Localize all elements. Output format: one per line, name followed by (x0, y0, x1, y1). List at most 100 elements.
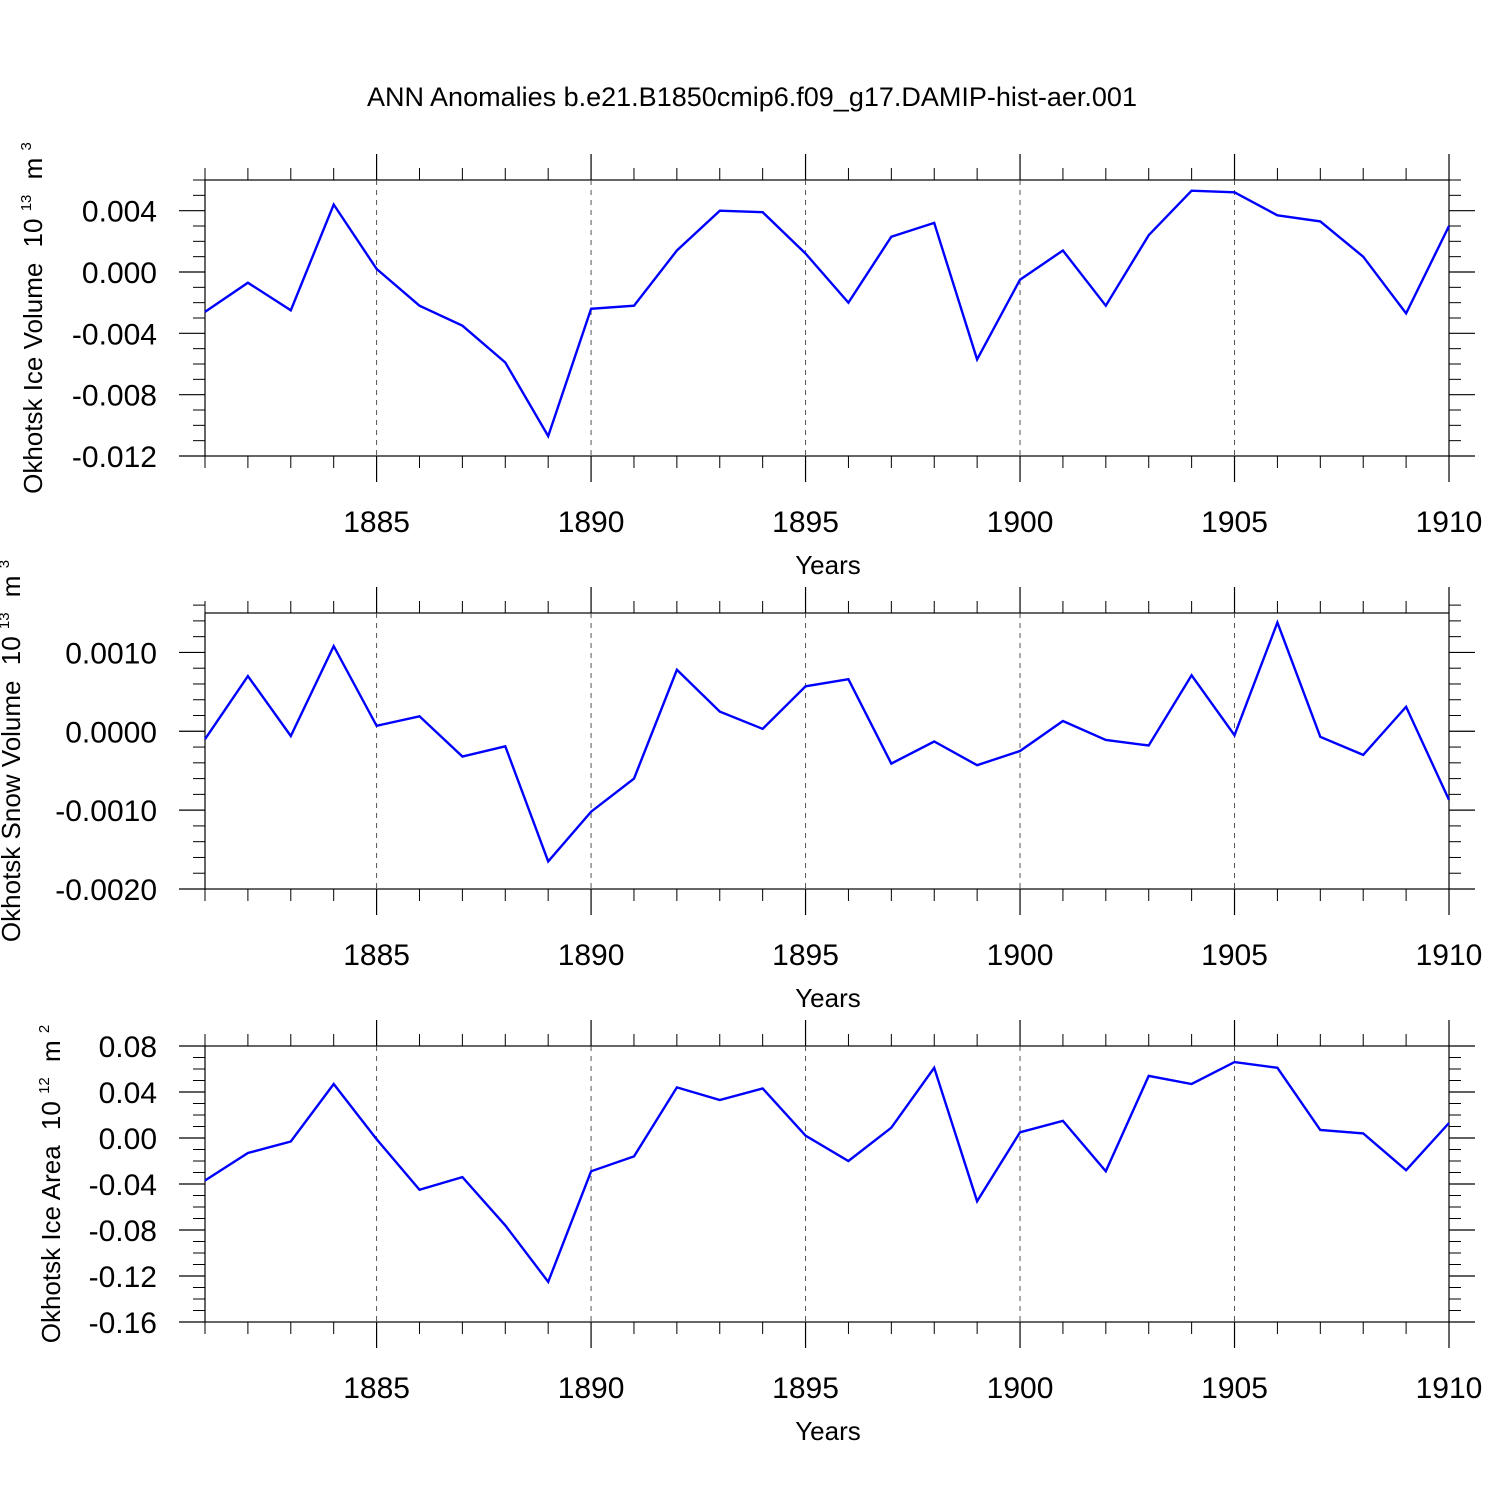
y-tick-label: -0.08 (89, 1215, 157, 1248)
data-point (932, 1065, 937, 1070)
data-point (1275, 620, 1280, 625)
data-point (1361, 1131, 1366, 1136)
data-point (1232, 1060, 1237, 1065)
data-point (846, 300, 851, 305)
data-point (503, 1223, 508, 1228)
y-tick-label: -0.0020 (55, 874, 157, 907)
data-point (1275, 213, 1280, 218)
x-tick-label: 1895 (772, 939, 839, 972)
panel-ice-volume: 1885 1890 1895 1900 1905 1910 -0.012-0.008-0.… (7, 142, 1482, 580)
data-point (1060, 1118, 1065, 1123)
y-axis-unit-exp: 12 (36, 1077, 53, 1094)
data-point (1146, 1073, 1151, 1078)
data-point (460, 1175, 465, 1180)
data-point (674, 667, 679, 672)
data-point (889, 234, 894, 239)
data-point (288, 734, 293, 739)
data-point (245, 280, 250, 285)
y-tick-label: -0.004 (72, 318, 157, 351)
plot-frame (204, 1045, 1450, 1323)
data-point (503, 744, 508, 749)
data-point (1447, 1121, 1452, 1126)
x-gridlines (376, 613, 1236, 889)
data-point (1318, 734, 1323, 739)
y-ticks (179, 179, 1475, 457)
plot-frame (204, 612, 1450, 890)
y-axis-unit-base: 10 (36, 1101, 66, 1130)
y-tick-label: 0.08 (99, 1031, 157, 1064)
x-tick-label: 1910 (1416, 1372, 1483, 1405)
data-point (203, 309, 208, 314)
x-tick-label: 1885 (343, 506, 410, 539)
data-point (975, 763, 980, 768)
y-tick-labels: -0.16 -0.12 -0.08 -0.04 0.00 0.04 0.08 (89, 1031, 157, 1340)
data-points (203, 188, 1452, 438)
x-ticks (204, 587, 1450, 915)
series-line (204, 1060, 1450, 1285)
data-point (417, 714, 422, 719)
y-tick-label: 0.04 (99, 1077, 157, 1110)
y-axis-unit-unit-exp: 3 (18, 142, 35, 150)
data-point (245, 1151, 250, 1156)
data-point (632, 303, 637, 308)
data-point (632, 1154, 637, 1159)
x-gridlines (376, 180, 1236, 456)
y-axis-unit-unit-exp: 3 (0, 560, 13, 568)
y-axis-label: Okhotsk Ice Volume 10 13 m 3 (7, 142, 48, 494)
data-point (1404, 311, 1409, 316)
plot-frame (204, 179, 1450, 457)
data-point (331, 1082, 336, 1087)
x-tick-label: 1895 (772, 1372, 839, 1405)
data-point (1189, 673, 1194, 678)
x-tick-label: 1905 (1201, 506, 1268, 539)
data-point (417, 303, 422, 308)
y-tick-label: -0.0010 (55, 795, 157, 828)
data-points (203, 1060, 1452, 1285)
data-point (374, 1137, 379, 1142)
data-point (1146, 233, 1151, 238)
data-point (245, 674, 250, 679)
data-point (460, 754, 465, 759)
y-tick-label: -0.012 (72, 441, 157, 474)
data-point (546, 859, 551, 864)
y-axis-unit-unit-exp: 2 (36, 1025, 53, 1033)
y-tick-label: -0.12 (89, 1261, 157, 1294)
data-point (1103, 1169, 1108, 1174)
data-point (889, 761, 894, 766)
data-point (632, 776, 637, 781)
y-tick-label: 0.0010 (65, 637, 157, 670)
x-tick-label: 1905 (1201, 939, 1268, 972)
data-point (374, 723, 379, 728)
x-ticks (204, 1020, 1450, 1348)
y-axis-label: Okhotsk Snow Volume 10 13 m 3 (0, 560, 26, 942)
data-point (288, 308, 293, 313)
data-point (1018, 277, 1023, 282)
series-line (204, 189, 1451, 439)
data-point (674, 1085, 679, 1090)
x-tick-label: 1900 (987, 506, 1054, 539)
data-point (803, 251, 808, 256)
y-axis-unit-base: 10 (0, 636, 26, 665)
y-ticks (179, 1045, 1475, 1323)
data-point (203, 737, 208, 742)
data-point (1361, 254, 1366, 259)
y-tick-labels: -0.0020 -0.0010 0.0000 0.0010 (55, 637, 157, 907)
data-point (717, 1098, 722, 1103)
y-axis-unit-base: 10 (18, 219, 48, 248)
y-tick-label: 0.000 (82, 257, 157, 290)
y-axis-label-text: Okhotsk Ice Volume (18, 263, 48, 494)
x-tick-label: 1890 (558, 506, 625, 539)
x-tick-labels: 1885 1890 1895 1900 1905 1910 (343, 1372, 1482, 1405)
y-tick-label: -0.04 (89, 1169, 157, 1202)
data-point (1146, 743, 1151, 748)
x-tick-label: 1905 (1201, 1372, 1268, 1405)
y-ticks (179, 604, 1475, 890)
data-point (975, 1199, 980, 1204)
data-point (1318, 1128, 1323, 1133)
y-axis-unit: m (18, 158, 48, 180)
data-point (288, 1139, 293, 1144)
x-axis-label: Years (795, 983, 861, 1013)
y-axis-label-text: Okhotsk Snow Volume (0, 680, 26, 942)
x-tick-label: 1895 (772, 506, 839, 539)
y-tick-label: 0.004 (82, 196, 157, 229)
